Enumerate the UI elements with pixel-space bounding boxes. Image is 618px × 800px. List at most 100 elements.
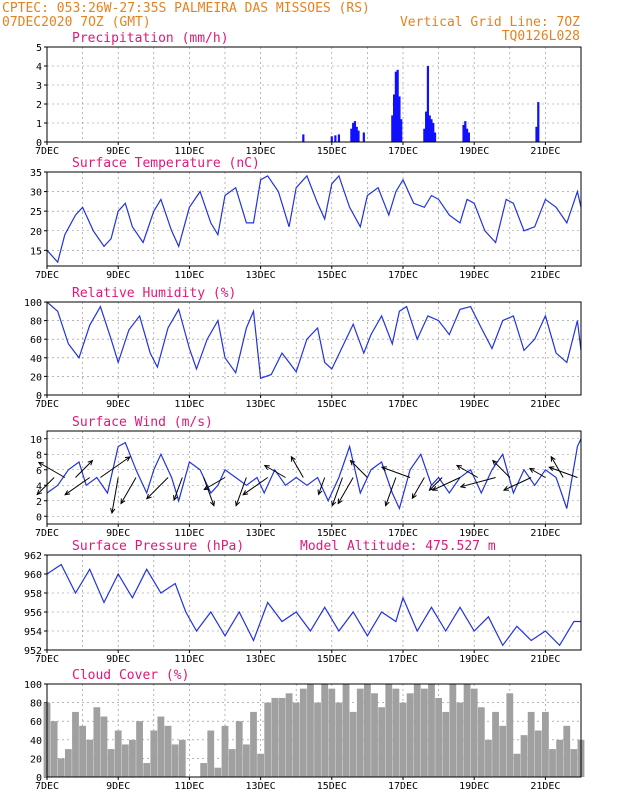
x-tick-label: 13DEC — [246, 399, 276, 410]
temp-frame — [46, 171, 582, 267]
cloud-bar — [549, 749, 556, 777]
precip-bar — [330, 136, 333, 142]
x-tick-label: 19DEC — [459, 528, 489, 539]
x-tick-label: 9DEC — [106, 654, 130, 665]
x-tick-label: 9DEC — [106, 528, 130, 539]
wind-vector-head — [428, 485, 435, 492]
precip-bar — [357, 130, 360, 142]
wind-vector — [235, 477, 247, 506]
cloud-bar — [364, 684, 371, 777]
cloud-bar — [114, 730, 122, 777]
cloud-bar — [477, 707, 485, 777]
wind-vector — [549, 466, 578, 478]
x-tick-label: 9DEC — [106, 781, 130, 792]
temp-series-line — [46, 174, 582, 264]
precip-bar — [393, 94, 396, 142]
y-tick-label: 954 — [24, 627, 42, 638]
cloud-bar — [136, 721, 143, 777]
cloud-bar — [314, 702, 321, 777]
cloud-bar — [79, 725, 86, 777]
cloud-bar — [392, 688, 400, 777]
cloud-bar — [100, 716, 108, 777]
wind-vector — [503, 477, 532, 491]
y-tick-label: 20 — [30, 372, 42, 383]
precip-bar — [428, 115, 431, 142]
wind-vector-head — [331, 500, 337, 507]
x-tick-label: 11DEC — [174, 270, 204, 281]
y-tick-label: 0 — [36, 391, 42, 402]
wind-vector — [381, 466, 411, 478]
wind-vector — [290, 456, 304, 478]
wind-vector-head — [384, 500, 390, 507]
wind-vector — [64, 477, 91, 496]
y-tick-label: 80 — [30, 699, 42, 710]
header-datetime: 07DEC2020 7OZ (GMT) — [2, 15, 151, 30]
precip-bar — [535, 126, 538, 142]
cloud-bar — [413, 684, 421, 777]
wind-vector — [411, 477, 425, 499]
wind-vector-head — [317, 489, 323, 496]
cloud-bar — [150, 730, 158, 777]
x-tick-label: 7DEC — [35, 781, 59, 792]
x-tick-label: 17DEC — [388, 146, 418, 157]
cloud-bar — [214, 767, 222, 777]
x-tick-label: 21DEC — [530, 270, 560, 281]
wind-vector — [456, 465, 479, 478]
cloud-bar — [129, 739, 136, 777]
precip-bar — [426, 66, 430, 142]
y-tick-label: 6 — [36, 466, 42, 477]
wind-vector — [173, 477, 183, 501]
wind-vector — [331, 477, 343, 506]
wind-vector-head — [120, 498, 126, 505]
wind-vector-head — [349, 459, 356, 466]
x-tick-label: 21DEC — [530, 146, 560, 157]
x-tick-label: 7DEC — [35, 528, 59, 539]
wind-vector — [350, 460, 368, 478]
pres-series-line — [46, 563, 581, 647]
cloud-bar — [542, 711, 549, 777]
precip-bar — [464, 121, 467, 142]
temp-title: Surface Temperature (nC) — [72, 156, 260, 171]
cloud-bar — [449, 684, 457, 777]
wind-vector — [203, 477, 215, 506]
wind-vector — [146, 477, 169, 500]
rh-frame — [46, 301, 582, 396]
y-tick-label: 2 — [36, 100, 42, 111]
y-tick-label: 25 — [30, 207, 42, 218]
cloud-bar — [207, 730, 215, 777]
precip-bar — [423, 128, 426, 142]
cloud-bar — [371, 693, 378, 777]
y-tick-label: 3 — [36, 81, 42, 92]
y-tick-label: 80 — [30, 317, 42, 328]
x-tick-label: 19DEC — [459, 399, 489, 410]
cloud-bar — [513, 753, 521, 777]
cloud-bar — [534, 730, 542, 777]
x-tick-label: 19DEC — [459, 146, 489, 157]
cloud-bar — [456, 702, 464, 777]
precip-bar — [350, 128, 353, 142]
x-tick-label: 9DEC — [106, 270, 130, 281]
precip-bar — [537, 102, 540, 142]
cloud-bar — [57, 758, 65, 777]
pres-frame — [46, 554, 582, 651]
x-tick-label: 17DEC — [388, 528, 418, 539]
x-tick-label: 17DEC — [388, 270, 418, 281]
cloud-bar — [349, 711, 357, 777]
wind-vector-head — [502, 485, 509, 491]
cloud-bar — [520, 735, 528, 777]
wind-vector-head — [203, 485, 210, 491]
y-tick-label: 10 — [30, 435, 42, 446]
wind-vector — [385, 477, 397, 506]
wind-vector-head — [290, 455, 296, 462]
cloud-bar — [470, 688, 478, 777]
y-tick-label: 962 — [24, 551, 42, 562]
cloud-bar — [428, 684, 435, 777]
cloud-bar — [492, 711, 499, 777]
x-tick-label: 11DEC — [174, 146, 204, 157]
cloud-bar — [335, 702, 343, 777]
cloud-bar — [385, 684, 393, 777]
wind-vector — [242, 477, 269, 496]
x-tick-label: 19DEC — [459, 781, 489, 792]
cloud-bar — [342, 684, 350, 777]
wind-vector — [529, 468, 546, 478]
